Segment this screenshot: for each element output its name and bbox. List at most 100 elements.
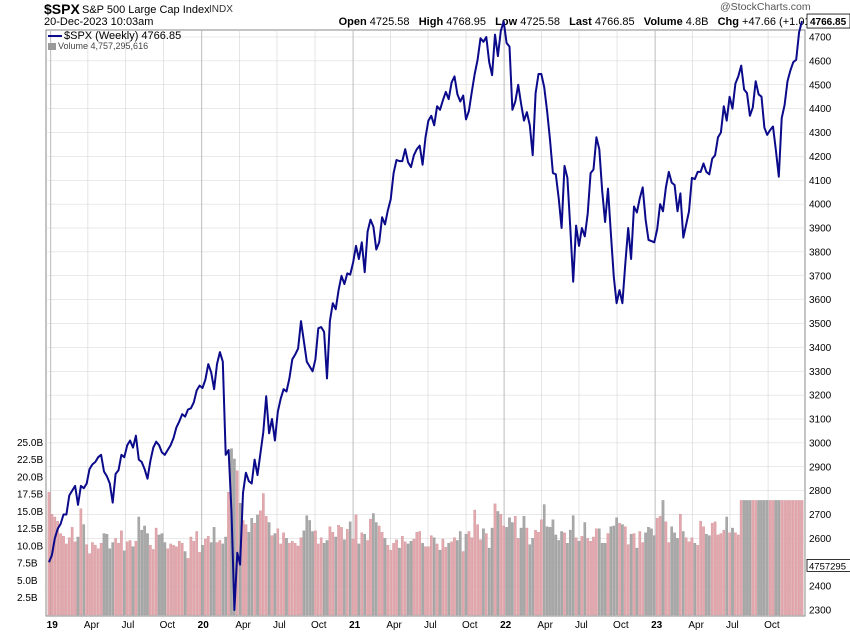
volume-bar xyxy=(557,540,561,616)
volume-bar xyxy=(183,551,187,616)
volume-bar xyxy=(676,538,679,616)
time-tick-label: Jul xyxy=(424,620,437,631)
volume-bar xyxy=(513,516,517,616)
volume-bar xyxy=(334,536,338,616)
volume-bar xyxy=(577,540,581,616)
volume-bar xyxy=(716,534,720,616)
volume-bar xyxy=(667,542,671,616)
volume-bar xyxy=(681,531,685,616)
volume-bar xyxy=(250,518,254,616)
symbol: $SPX xyxy=(44,1,80,17)
volume-bar xyxy=(606,533,610,616)
volume-bar xyxy=(201,545,204,616)
volume-bar xyxy=(441,538,445,616)
volume-bar xyxy=(398,547,401,616)
volume-bar xyxy=(267,522,271,616)
volume-bar xyxy=(117,543,120,616)
volume-bar xyxy=(789,500,792,616)
volume-tick-label: 25.0B xyxy=(17,438,43,449)
volume-bar xyxy=(409,540,413,616)
volume-bar xyxy=(609,526,613,616)
volume-bar xyxy=(285,538,288,616)
volume-bar xyxy=(160,533,164,616)
volume-bar xyxy=(754,500,757,616)
volume-bar xyxy=(696,545,700,616)
volume-bar xyxy=(85,544,88,616)
volume-bar xyxy=(615,517,618,616)
time-tick-label: Apr xyxy=(235,620,251,631)
volume-bar xyxy=(189,536,193,616)
price-tick-label: 3400 xyxy=(809,343,832,354)
last-price-label: 4766.85 xyxy=(810,17,847,28)
volume-bar xyxy=(473,509,477,616)
volume-bar xyxy=(499,514,503,616)
volume-bar xyxy=(731,527,734,616)
volume-bar xyxy=(545,526,549,616)
volume-bar xyxy=(800,500,804,616)
chg-label: Chg xyxy=(717,16,739,28)
volume-bar xyxy=(351,538,355,616)
volume-bar xyxy=(154,527,158,616)
volume-bar xyxy=(386,545,390,616)
volume-bar xyxy=(99,543,103,616)
open-label: Open xyxy=(338,16,367,28)
volume-bar xyxy=(273,533,277,616)
time-tick-label: Oct xyxy=(462,620,478,631)
time-tick-label: 22 xyxy=(500,620,512,631)
volume-bar xyxy=(212,527,216,616)
volume-bar xyxy=(597,528,601,616)
volume-bar xyxy=(566,543,569,616)
volume-bar xyxy=(583,522,587,616)
index-name: S&P 500 Large Cap Index xyxy=(82,4,210,16)
volume-bar xyxy=(728,532,731,616)
volume-bar xyxy=(447,543,450,616)
volume-bar xyxy=(592,536,595,616)
volume-bar xyxy=(638,531,642,616)
volume-bar xyxy=(780,500,784,616)
volume-bar xyxy=(70,527,74,616)
price-tick-label: 3700 xyxy=(809,271,832,282)
price-tick-label: 4500 xyxy=(809,80,832,91)
volume-bar xyxy=(328,526,332,616)
volume-bar xyxy=(652,535,656,616)
volume-bar xyxy=(82,524,86,616)
volume-bar xyxy=(143,525,146,616)
price-tick-label: 3600 xyxy=(809,295,832,306)
volume-bar xyxy=(794,500,798,616)
volume-bar xyxy=(511,522,514,616)
volume-bar xyxy=(180,543,184,616)
volume-bar xyxy=(340,527,343,616)
volume-tick-label: 12.5B xyxy=(17,524,43,535)
volume-bar xyxy=(401,536,404,616)
volume-bar xyxy=(563,532,566,616)
watermark: @StockCharts.com xyxy=(720,1,811,13)
volume-bar xyxy=(464,534,468,616)
volume-bar xyxy=(360,532,364,616)
volume-bar xyxy=(708,535,711,616)
volume-bar xyxy=(195,531,199,616)
volume-bar xyxy=(186,558,190,616)
last-label: Last xyxy=(569,16,592,28)
volume-bar xyxy=(137,516,141,616)
volume-bar xyxy=(131,546,135,616)
volume-bar xyxy=(736,534,740,616)
volume-bar xyxy=(290,540,294,616)
volume-bar xyxy=(65,543,68,616)
volume-bar xyxy=(383,538,387,616)
volume-bar xyxy=(279,543,282,616)
price-tick-label: 3200 xyxy=(809,391,832,402)
volume-bar xyxy=(496,511,500,616)
volume-bar xyxy=(418,531,422,616)
volume-bar xyxy=(516,538,520,616)
time-tick-label: Apr xyxy=(386,620,402,631)
volume-bar xyxy=(618,523,621,616)
volume-bar xyxy=(374,522,378,616)
time-tick-label: Jul xyxy=(726,620,739,631)
volume-bar xyxy=(641,542,645,616)
volume-bar xyxy=(621,524,624,616)
volume-bar xyxy=(120,530,123,616)
volume-bar xyxy=(96,548,100,616)
volume-bar xyxy=(444,547,448,616)
volume-bar xyxy=(380,532,384,616)
price-tick-label: 3300 xyxy=(809,367,832,378)
